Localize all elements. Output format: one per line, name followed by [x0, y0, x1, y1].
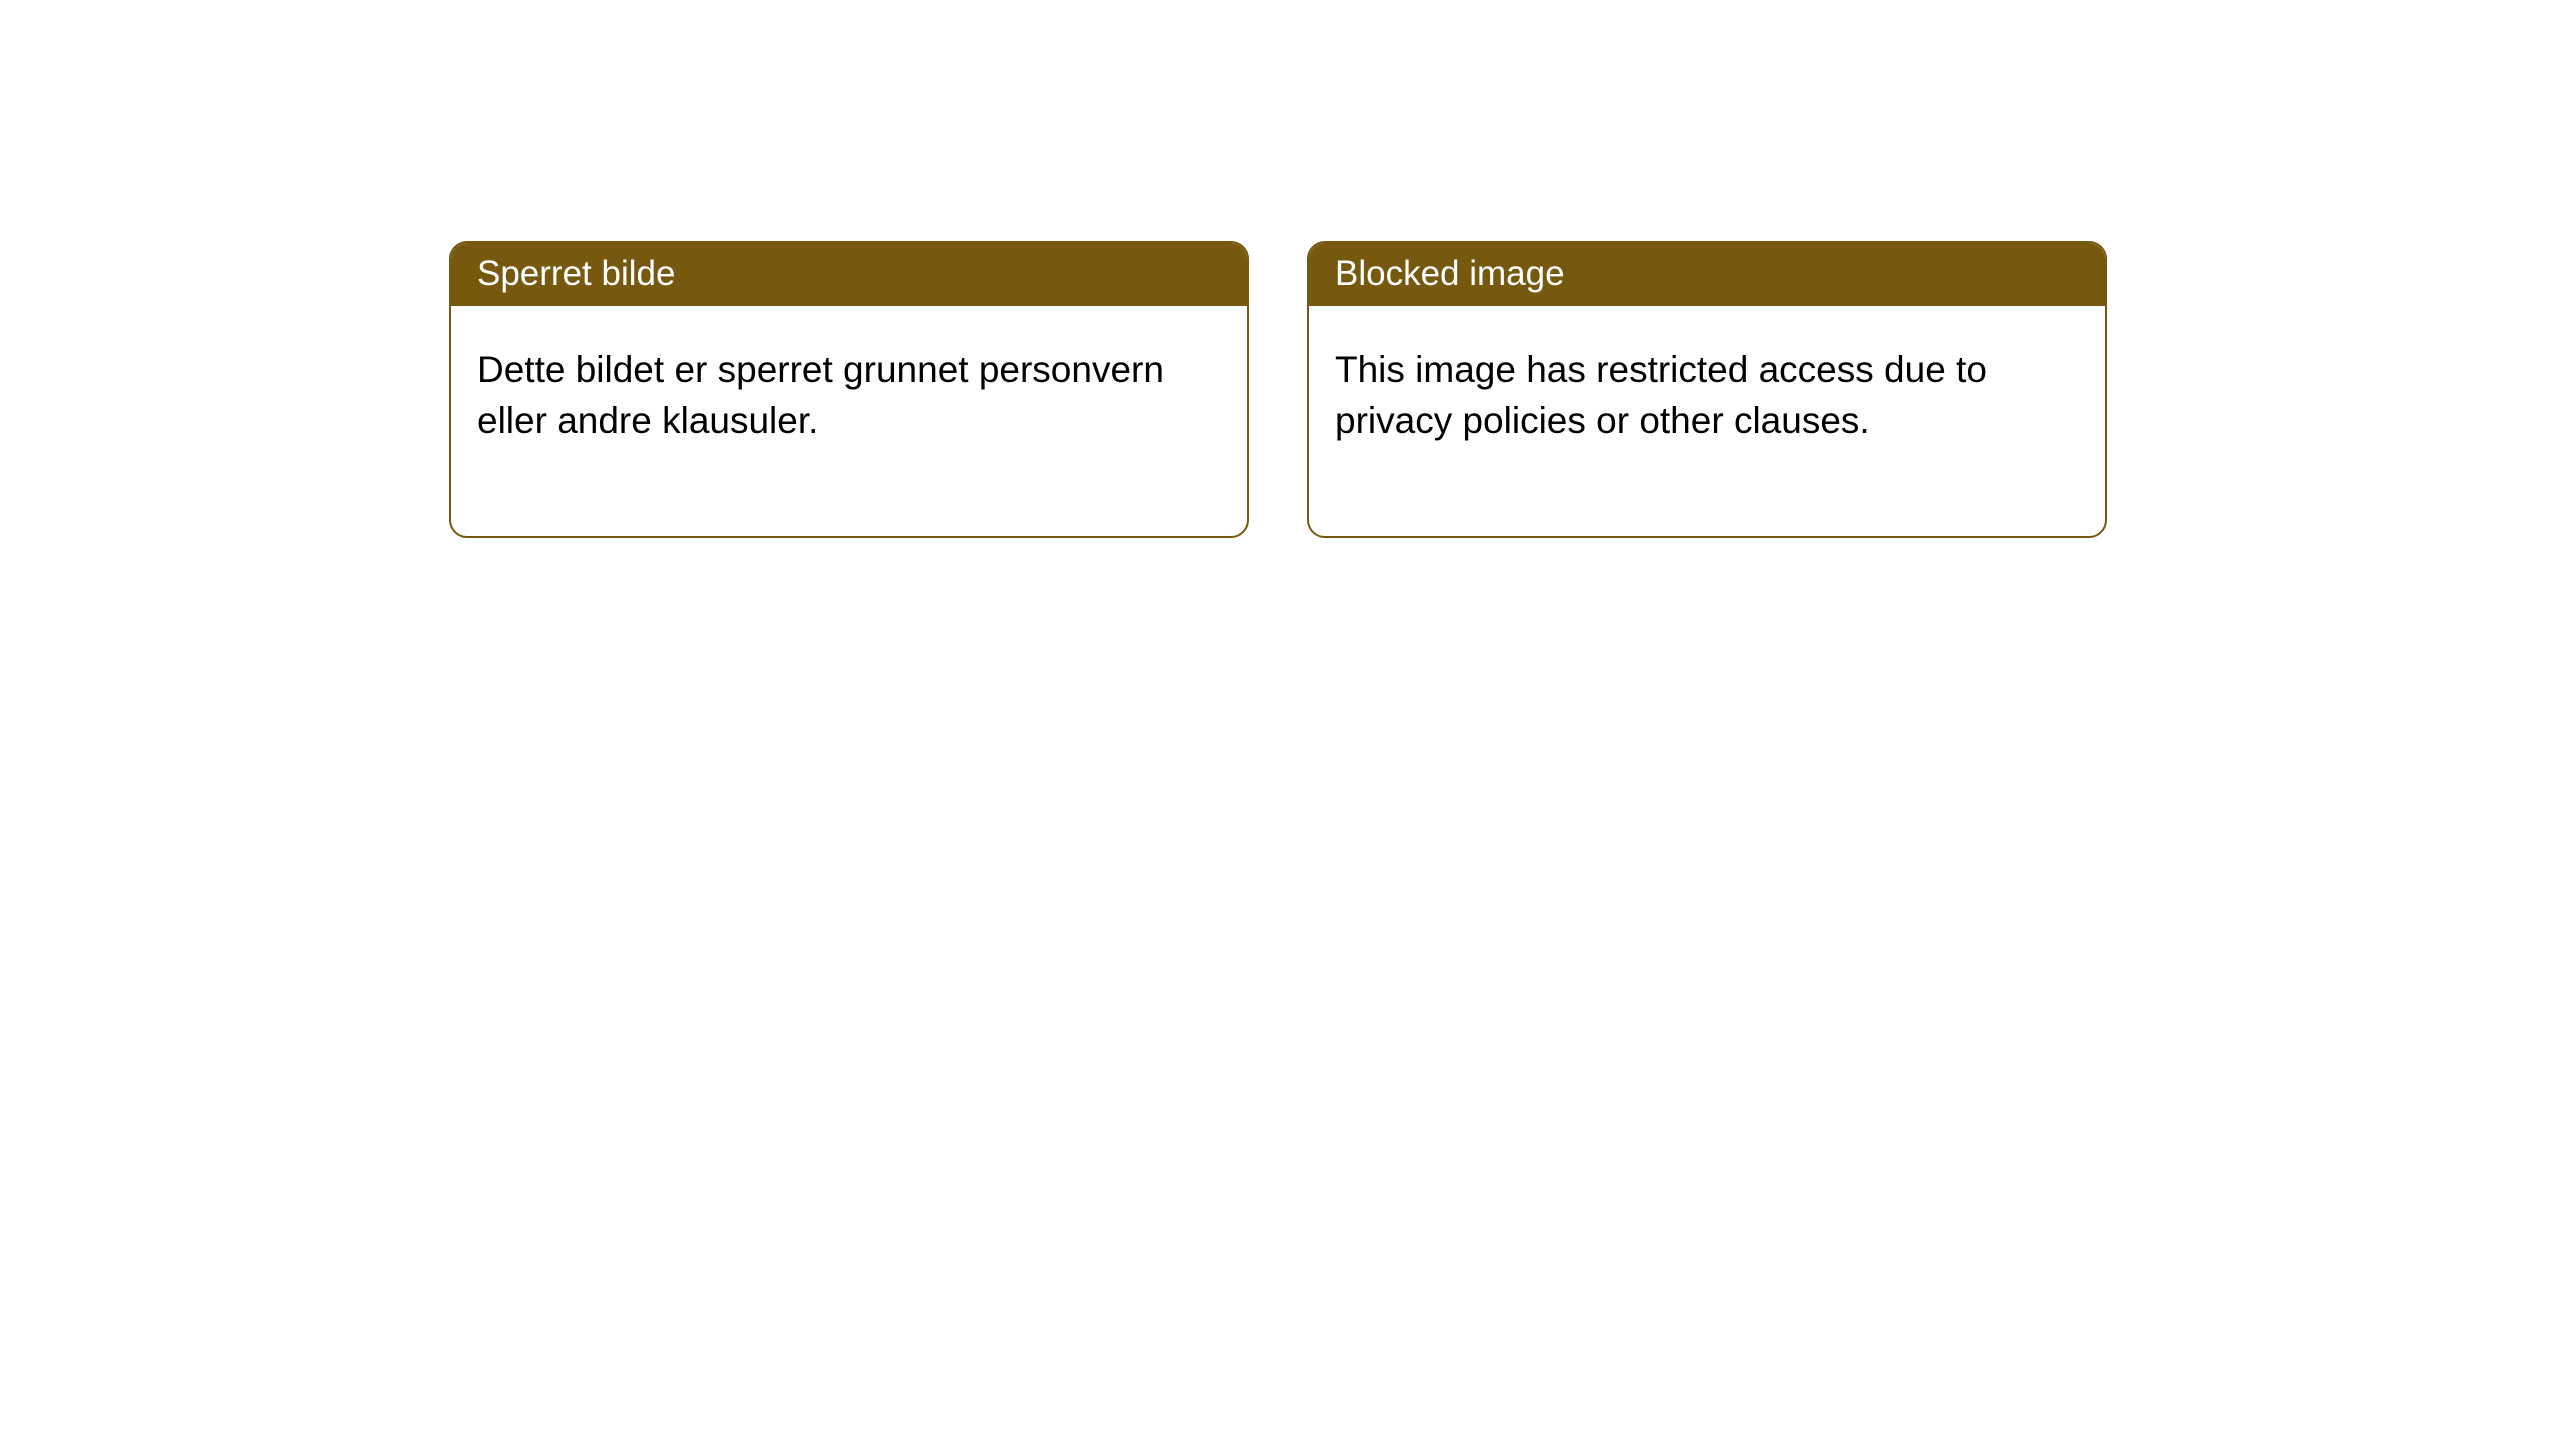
- notice-container: Sperret bilde Dette bildet er sperret gr…: [0, 0, 2560, 538]
- notice-card-english: Blocked image This image has restricted …: [1307, 241, 2107, 538]
- notice-body-norwegian: Dette bildet er sperret grunnet personve…: [451, 306, 1247, 536]
- notice-card-norwegian: Sperret bilde Dette bildet er sperret gr…: [449, 241, 1249, 538]
- notice-title-norwegian: Sperret bilde: [451, 243, 1247, 306]
- notice-title-english: Blocked image: [1309, 243, 2105, 306]
- notice-body-english: This image has restricted access due to …: [1309, 306, 2105, 536]
